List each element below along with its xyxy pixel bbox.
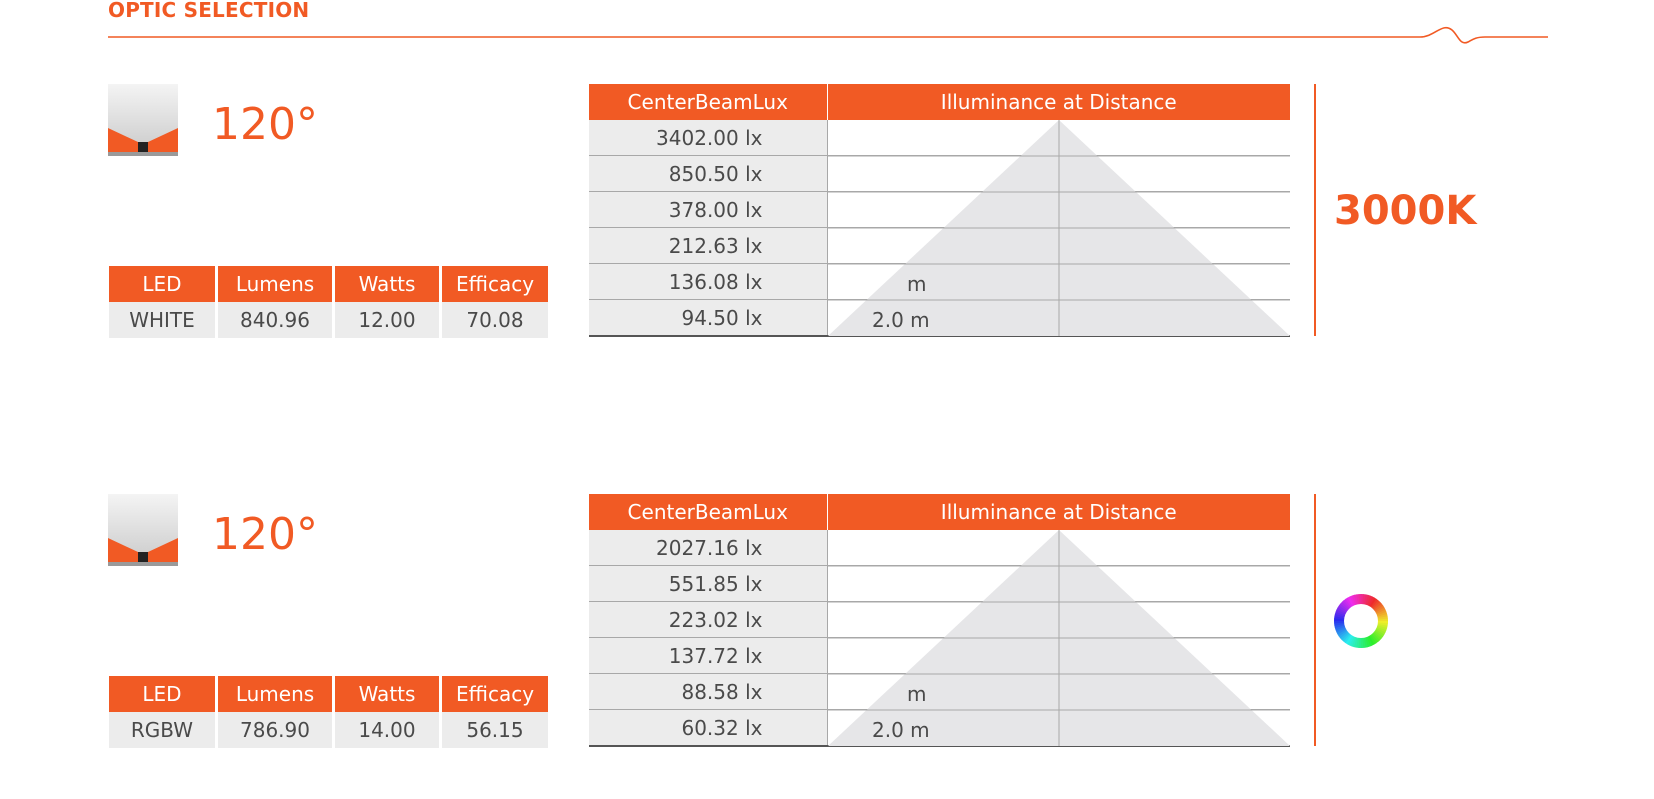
illuminance-table: CenterBeamLux Illuminance at Distance 34… — [589, 84, 1290, 337]
optic-beam-icon — [108, 84, 178, 156]
lux-value: 2027.16 lx — [589, 530, 828, 566]
vertical-divider — [1314, 494, 1316, 746]
header-illuminance-distance: Illuminance at Distance — [827, 494, 1290, 530]
header-center-beam-lux: CenterBeamLux — [589, 84, 828, 120]
distance-label: m — [907, 272, 927, 296]
lux-value: 223.02 lx — [589, 601, 828, 638]
color-temperature: 3000K — [1334, 188, 1477, 234]
header-center-beam-lux: CenterBeamLux — [589, 494, 828, 530]
lux-value: 137.72 lx — [589, 637, 828, 674]
optic-beam-icon — [108, 494, 178, 566]
lux-value: 94.50 lx — [589, 299, 828, 337]
illuminance-table: CenterBeamLux Illuminance at Distance 20… — [589, 494, 1290, 747]
efficacy-value: 56.15 — [442, 712, 548, 748]
lux-value: 850.50 lx — [589, 155, 828, 192]
beam-angle: 120° — [212, 509, 318, 560]
led-spec-table: LED Lumens Watts Efficacy WHITE 840.96 1… — [106, 266, 551, 338]
watts-value: 14.00 — [335, 712, 439, 748]
header-illuminance-distance: Illuminance at Distance — [827, 84, 1290, 120]
header-efficacy: Efficacy — [442, 266, 548, 302]
header-watts: Watts — [335, 266, 439, 302]
lux-value: 551.85 lx — [589, 565, 828, 602]
lux-value: 136.08 lx — [589, 263, 828, 300]
distance-label: 2.0 m — [872, 308, 930, 332]
lux-value: 378.00 lx — [589, 191, 828, 228]
distance-label: m — [907, 682, 927, 706]
led-spec-table: LED Lumens Watts Efficacy RGBW 786.90 14… — [106, 676, 551, 748]
rgb-color-wheel-icon — [1334, 594, 1388, 648]
vertical-divider — [1314, 84, 1316, 336]
efficacy-value: 70.08 — [442, 302, 548, 338]
header-efficacy: Efficacy — [442, 676, 548, 712]
header-led: LED — [109, 266, 215, 302]
header-watts: Watts — [335, 676, 439, 712]
lux-value: 60.32 lx — [589, 709, 828, 747]
lux-value: 212.63 lx — [589, 227, 828, 264]
lux-value: 3402.00 lx — [589, 120, 828, 156]
lux-value: 88.58 lx — [589, 673, 828, 710]
led-type: WHITE — [109, 302, 215, 338]
section-title: OPTIC SELECTION — [108, 0, 310, 22]
header-led: LED — [109, 676, 215, 712]
optic-block-rgbw: 120° LED Lumens Watts Efficacy RGBW 786.… — [0, 494, 1654, 754]
led-type: RGBW — [109, 712, 215, 748]
header-divider — [108, 26, 1548, 44]
optic-block-white: 120° LED Lumens Watts Efficacy WHITE 840… — [0, 84, 1654, 344]
distance-label: 2.0 m — [872, 718, 930, 742]
header-lumens: Lumens — [218, 266, 332, 302]
lumens-value: 840.96 — [218, 302, 332, 338]
watts-value: 12.00 — [335, 302, 439, 338]
beam-angle: 120° — [212, 99, 318, 150]
lumens-value: 786.90 — [218, 712, 332, 748]
header-lumens: Lumens — [218, 676, 332, 712]
